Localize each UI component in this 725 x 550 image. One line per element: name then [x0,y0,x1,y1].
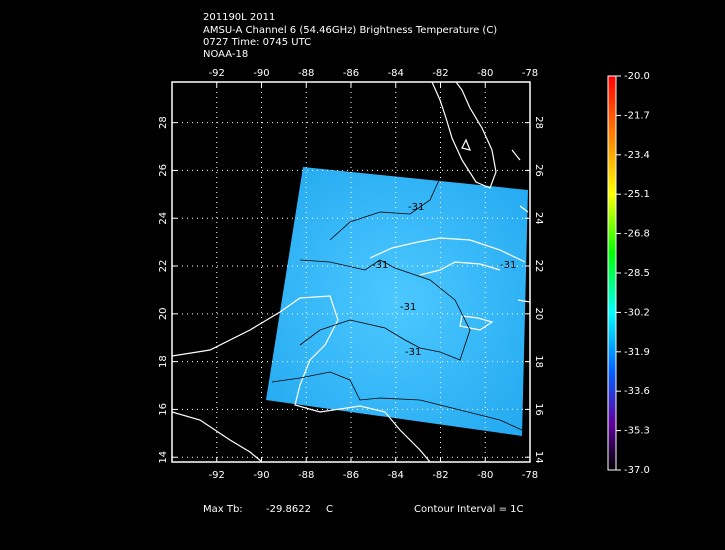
lon-label: -78 [522,68,538,79]
lat-label: 24 [533,212,544,225]
lat-label: 28 [533,116,544,129]
contour-interval: Contour Interval = 1C [414,504,524,515]
lat-label: 16 [158,403,169,416]
colorbar-label: -30.2 [624,307,650,318]
colorbar-label: -21.7 [624,110,650,121]
lon-label: -80 [477,68,493,79]
lon-label: -90 [253,470,269,481]
lon-label: -92 [209,470,225,481]
lon-label: -88 [298,470,314,481]
lat-label: 26 [533,164,544,177]
max-label: Max Tb: [203,504,243,515]
header: 201190L 2011 AMSU-A Channel 6 (54.46GHz)… [203,12,497,60]
lat-label: 26 [158,164,169,177]
max-value: -29.8622 [266,504,311,515]
coastline [459,299,530,331]
lat-label: 16 [533,403,544,416]
lat-label: 24 [158,212,169,225]
header-line: AMSU-A Channel 6 (54.46GHz) Brightness T… [203,25,497,36]
lat-label: 18 [158,355,169,368]
lon-label: -82 [432,470,448,481]
lat-label: 22 [158,260,169,273]
colorbar-label: -31.9 [624,347,650,358]
coastline [461,138,529,213]
contour-label: -31 [405,347,421,358]
lon-label: -80 [477,470,493,481]
lon-label: -84 [388,68,404,79]
contour [271,371,523,431]
lat-label: 20 [533,307,544,320]
contour-label: -31 [408,202,424,213]
lon-label: -88 [298,68,314,79]
header-line: 201190L 2011 [203,12,275,23]
lon-label: -82 [432,68,448,79]
header-line: NOAA-18 [203,49,248,60]
lat-label: 22 [533,260,544,273]
lon-label: -90 [253,68,269,79]
colorbar-label: -33.6 [624,386,650,397]
header-line: 0727 Time: 0745 UTC [203,37,311,48]
coastline [369,237,526,276]
contour [299,177,471,361]
lat-label: 20 [158,307,169,320]
lon-label: -78 [522,470,538,481]
colorbar-label: -28.5 [624,268,650,279]
lon-label: -86 [343,470,359,481]
contour-label: -31 [372,260,388,271]
contour-label: -31 [500,260,516,271]
lat-label: 18 [533,355,544,368]
lat-label: 28 [158,116,169,129]
colorbar-label: -26.8 [624,229,650,240]
colorbar-label: -35.3 [624,426,650,437]
swath [266,167,528,436]
coastline [431,82,497,189]
coastline [172,411,263,462]
colorbar [607,75,617,471]
lon-label: -84 [388,470,404,481]
colorbar-label: -37.0 [624,465,650,476]
coastline [172,295,431,462]
colorbar-label: -23.4 [624,150,650,161]
max-unit: C [326,504,333,515]
lat-label: 14 [533,451,544,464]
colorbar-label: -25.1 [624,189,650,200]
contour-label: -31 [400,302,416,313]
lat-label: 14 [158,451,169,464]
lon-label: -92 [209,68,225,79]
colorbar-label: -20.0 [624,71,650,82]
map-body: -31 -31 -31 -31 -31 [172,82,530,462]
lon-label: -86 [343,68,359,79]
